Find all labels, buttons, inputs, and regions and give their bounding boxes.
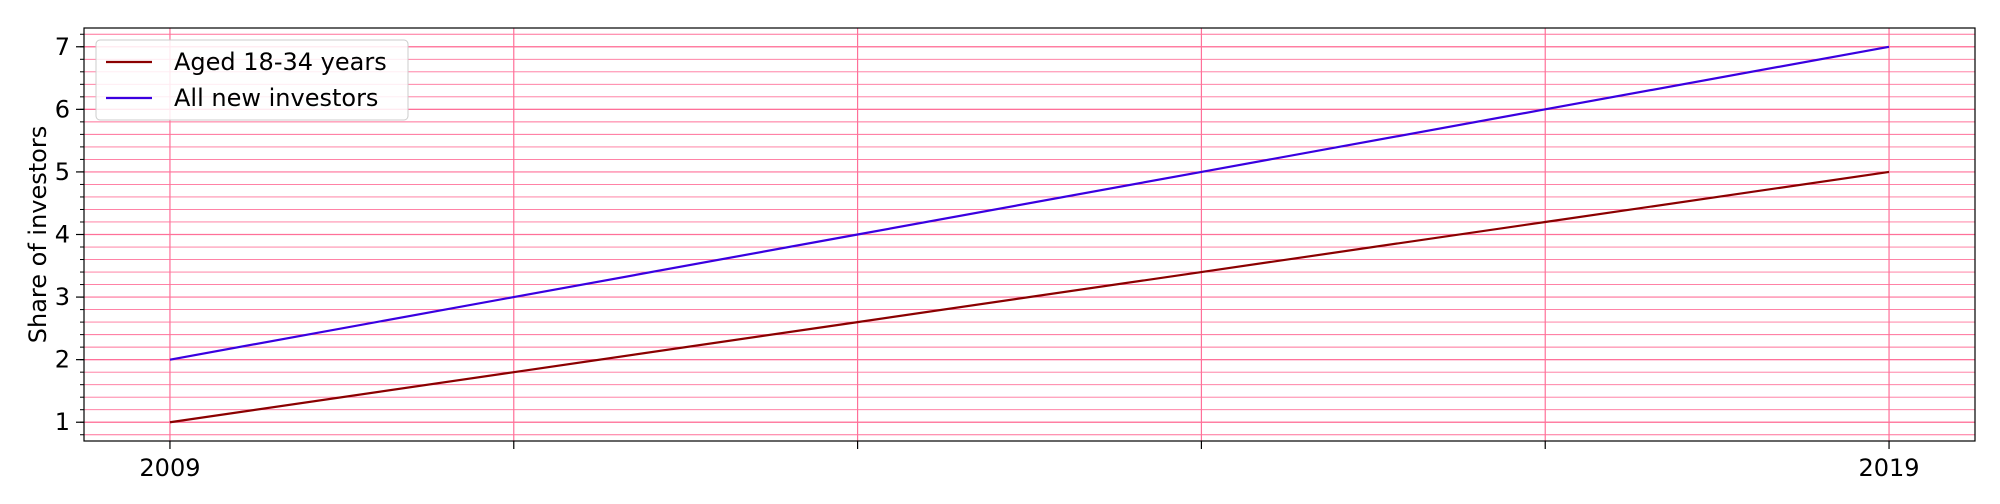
series-lines [169, 45, 1890, 424]
tick-label-y: 3 [55, 283, 70, 311]
tick-label-y: 2 [55, 346, 70, 374]
legend-label: Aged 18-34 years [174, 48, 387, 76]
series-line-1 [169, 170, 1890, 424]
legend: Aged 18-34 years All new investors [95, 39, 409, 121]
tick-label-y: 5 [55, 158, 70, 186]
legend-label: All new investors [174, 84, 378, 112]
tick-label-x: 2019 [1859, 454, 1920, 482]
legend-box [95, 39, 409, 121]
y-axis-label: Share of investors [24, 126, 52, 343]
tick-label-y: 6 [55, 95, 70, 123]
tick-label-y: 1 [55, 408, 70, 436]
tick-label-y: 7 [55, 33, 70, 61]
grid [84, 28, 1975, 441]
series-line-2 [169, 45, 1890, 361]
tick-label-x: 2009 [139, 454, 200, 482]
axis-ticks: 1 2 3 4 5 6 7 2009 2019 [55, 33, 1920, 482]
tick-label-y: 4 [55, 221, 70, 249]
